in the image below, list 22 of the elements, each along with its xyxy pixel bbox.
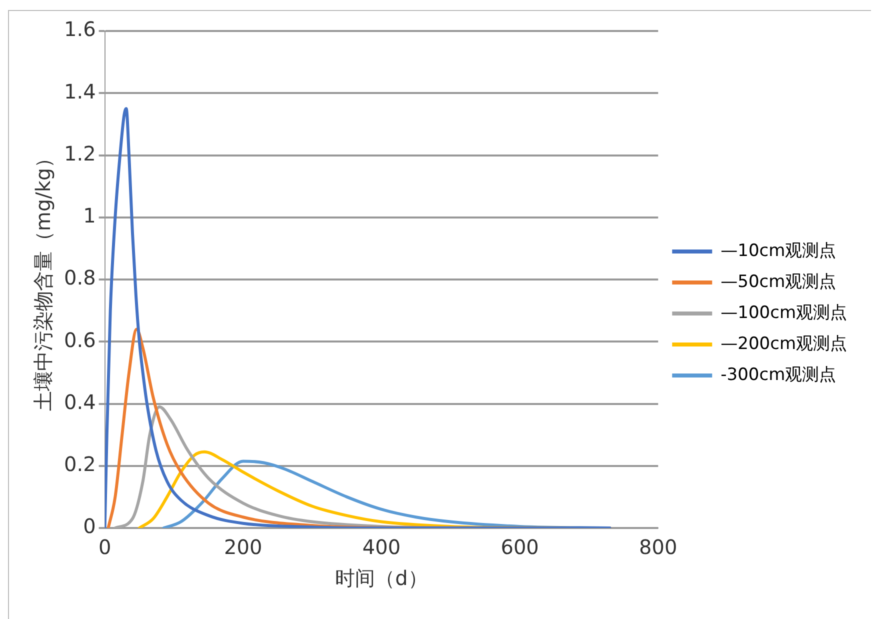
- y-tick-label: 0.2: [64, 452, 96, 476]
- x-tick-label: 0: [98, 535, 112, 560]
- legend-label: —50cm观测点: [720, 272, 836, 292]
- y-tick-label: 0: [83, 514, 96, 538]
- y-axis-title: 土壤中污染物含量（mg/kg）: [31, 148, 56, 412]
- line-series: [104, 107, 612, 528]
- y-tick-label: 1: [83, 204, 96, 228]
- x-tick-label: 200: [224, 535, 262, 560]
- y-tick-label: 0.8: [64, 266, 96, 290]
- x-tick-label: 800: [639, 535, 678, 560]
- y-tick-label: 1.6: [64, 17, 96, 42]
- y-tick-label: 1.4: [64, 79, 96, 104]
- y-tick-label: 1.2: [64, 141, 96, 166]
- legend-label: -300cm观测点: [720, 364, 836, 385]
- legend-label: —100cm观测点: [720, 302, 848, 323]
- x-tick-label: 400: [362, 535, 401, 560]
- y-tick-label: 0.4: [64, 390, 96, 414]
- legend-label: —200cm观测点: [720, 334, 848, 354]
- x-axis-title: 时间（d）: [335, 566, 428, 590]
- x-tick-label: 600: [500, 535, 539, 560]
- legend-label: —10cm观测点: [720, 240, 836, 261]
- y-tick-label: 0.6: [64, 328, 96, 352]
